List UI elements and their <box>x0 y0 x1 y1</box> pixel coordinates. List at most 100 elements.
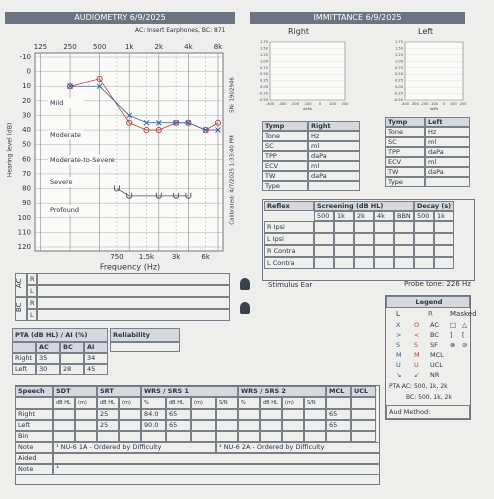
table-cell <box>354 233 374 245</box>
table-cell: Tymp <box>262 121 308 131</box>
table-cell <box>282 431 304 442</box>
table-cell <box>282 420 304 431</box>
table-cell <box>314 245 334 257</box>
legend-symbol: ↙ <box>414 371 420 379</box>
table-cell <box>374 245 394 257</box>
table-cell: 1k <box>334 211 354 221</box>
table-cell: SDT <box>53 386 97 397</box>
data-point <box>185 119 192 126</box>
table-cell: ml <box>308 141 360 151</box>
tymp-y-tick: 0.00 <box>395 85 404 89</box>
data-point <box>202 127 209 133</box>
entry-cell <box>37 285 230 297</box>
table-cell: 45 <box>84 364 108 375</box>
tymp-y-tick: -0.25 <box>394 92 403 96</box>
table-cell <box>53 420 75 431</box>
table-cell: ECV <box>385 157 425 167</box>
table-cell <box>260 409 282 420</box>
table-cell: SRT <box>97 386 141 397</box>
table-cell <box>354 221 374 233</box>
data-point <box>155 127 162 134</box>
table-cell <box>119 431 141 442</box>
legend-symbol: O <box>414 321 420 329</box>
table-cell <box>354 257 374 269</box>
table-cell <box>414 233 434 245</box>
data-point <box>126 192 133 199</box>
legend-symbol: M <box>396 351 402 359</box>
table-cell: daPa <box>425 167 470 177</box>
y-tick-label: 30 <box>22 111 31 119</box>
x-tick-label: 1.5k <box>139 253 155 261</box>
table-cell: Right <box>15 409 53 420</box>
x-tick-label: 2k <box>155 43 164 51</box>
y-tick-label: 0 <box>27 68 31 76</box>
table-cell <box>12 342 36 353</box>
table-cell: 500 <box>414 211 434 221</box>
table-cell: R Ipsi <box>264 221 314 233</box>
table-cell <box>414 257 434 269</box>
table-cell: (m) <box>191 397 216 409</box>
transducer-note: AC: Insert Earphones, BC: 871 <box>135 27 226 34</box>
x-tick-label: 3k <box>172 253 181 261</box>
table-cell: L Ipsi <box>264 233 314 245</box>
legend-symbol: UCL <box>430 361 443 369</box>
legend-symbol: ↘ <box>396 371 402 379</box>
tymp-y-tick: 1.50 <box>260 46 269 50</box>
series-line <box>116 188 189 197</box>
table-cell: WRS / SRS 2 <box>238 386 326 397</box>
legend-symbol: ⊗ <box>450 341 456 349</box>
tymp-y-tick: 0.00 <box>260 85 269 89</box>
legend-method: Aud Method: <box>386 405 470 419</box>
data-point <box>155 192 162 199</box>
table-cell: Tone <box>385 127 425 137</box>
tymp-unit: daPa <box>303 107 312 111</box>
table-cell <box>351 409 376 420</box>
ear-label: Left <box>418 27 434 36</box>
table-cell: Reflex <box>264 201 314 211</box>
table-cell: (m) <box>75 397 97 409</box>
table-cell: 25 <box>97 409 119 420</box>
table-cell: Bin <box>15 431 53 442</box>
table-cell: dB HL <box>53 397 75 409</box>
table-cell <box>191 420 216 431</box>
table-cell: (m) <box>119 397 141 409</box>
tymp-x-tick: 100 <box>450 102 458 106</box>
table-cell: 4k <box>374 211 394 221</box>
table-cell: L Contra <box>264 257 314 269</box>
x-tick-label: 8k <box>214 43 223 51</box>
table-cell <box>60 353 84 364</box>
data-point <box>96 75 103 82</box>
reliability-box <box>110 342 180 352</box>
probe-label: Probe tone: 226 Hz <box>404 280 471 288</box>
legend-symbol: □ <box>450 321 457 329</box>
table-cell <box>119 420 141 431</box>
tymp-x-tick: -100 <box>303 102 312 106</box>
label-bg <box>48 177 84 187</box>
table-cell <box>351 397 376 409</box>
legend-symbol: SF <box>430 341 438 349</box>
label-bg <box>48 98 84 108</box>
label-bg <box>48 205 84 215</box>
tymp-y-tick: 0.75 <box>395 66 403 70</box>
table-cell: 25 <box>97 420 119 431</box>
table-cell <box>351 431 376 442</box>
table-cell <box>414 245 434 257</box>
tymp-y-tick: 1.50 <box>395 46 404 50</box>
table-cell: 1k <box>434 211 454 221</box>
tymp-x-tick: -100 <box>430 102 439 106</box>
group-label: BC <box>15 302 23 312</box>
table-cell <box>374 221 394 233</box>
table-cell: S/N <box>304 397 326 409</box>
table-cell: 34 <box>84 353 108 364</box>
table-cell <box>354 245 374 257</box>
table-cell: Type <box>385 177 425 187</box>
table-cell: S/N <box>216 397 238 409</box>
table-cell: L <box>27 309 37 321</box>
table-cell: Hz <box>308 131 360 141</box>
legend-head: Masked <box>450 310 477 318</box>
table-cell: Left <box>15 420 53 431</box>
tymp-x-tick: -200 <box>420 102 429 106</box>
headphone-icon <box>240 302 250 314</box>
table-cell: Tymp <box>385 117 425 127</box>
legend-symbol: U <box>414 361 419 369</box>
